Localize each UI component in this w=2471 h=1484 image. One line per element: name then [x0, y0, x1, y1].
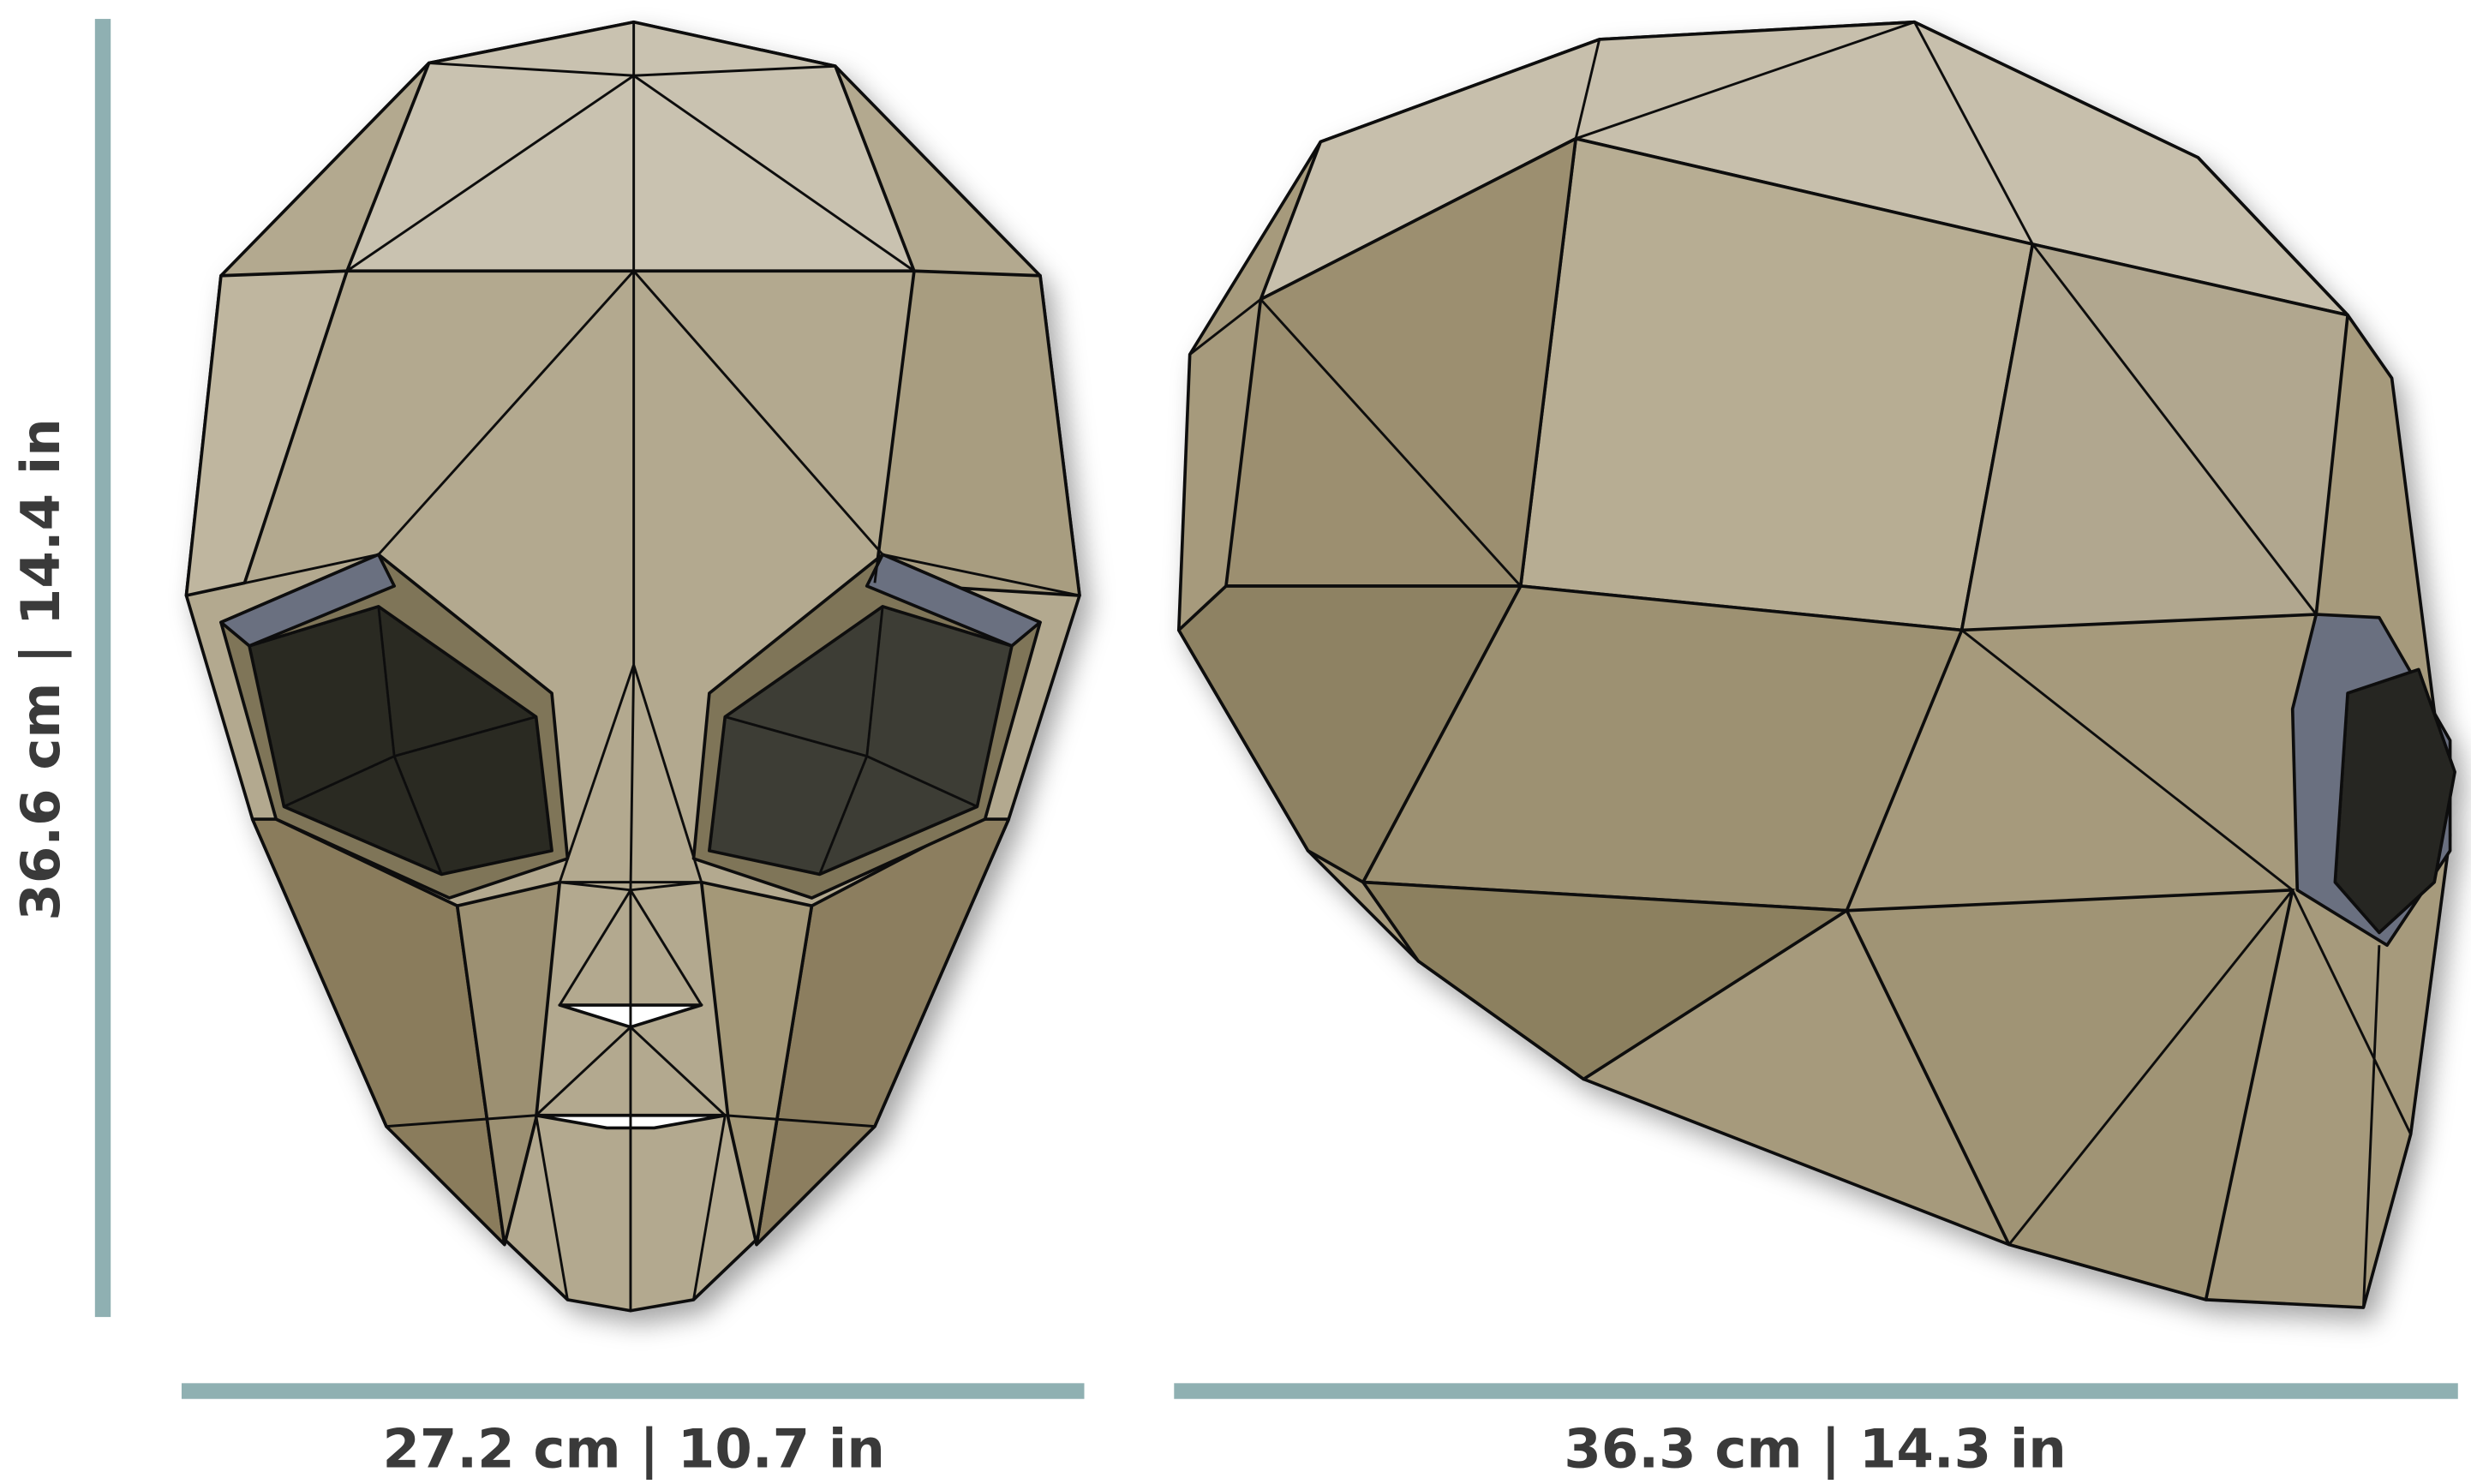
front-view: [184, 20, 1081, 1313]
side-width-label: 36.3 cm | 14.3 in: [1564, 1417, 2066, 1481]
height-bar: [94, 19, 111, 1318]
height-label: 36.6 cm | 14.4 in: [9, 418, 73, 920]
side-view: [1176, 20, 2456, 1309]
front-width-label: 27.2 cm | 10.7 in: [382, 1417, 884, 1481]
side-width-bar: [1174, 1383, 2458, 1399]
front-width-bar: [181, 1383, 1085, 1399]
